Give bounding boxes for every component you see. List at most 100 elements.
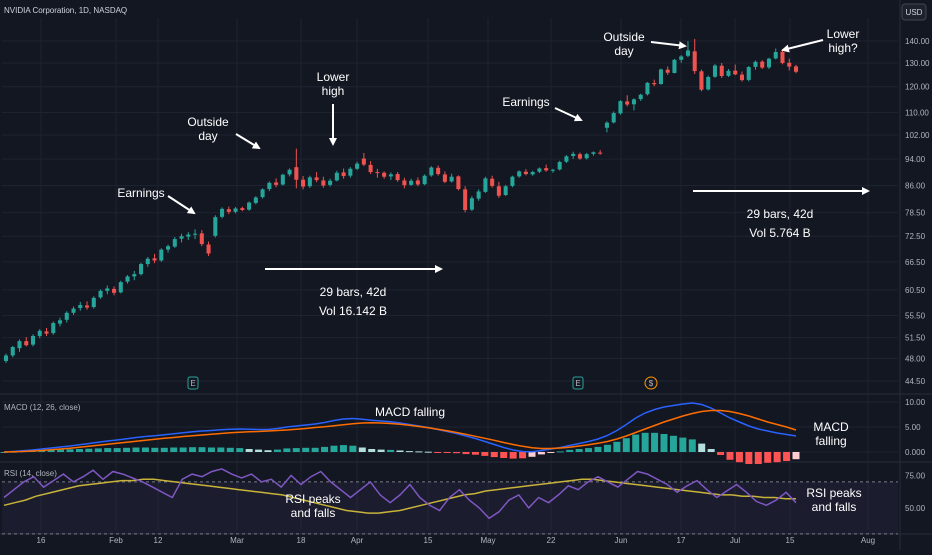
macd-histogram-bar <box>651 432 659 452</box>
candle-body <box>591 152 596 154</box>
rsi-tick-label: 75.00 <box>905 471 926 480</box>
price-pane[interactable] <box>3 38 799 363</box>
candle-body <box>604 122 609 128</box>
earnings-marker <box>187 376 199 390</box>
rsi-annotation: RSI peaks <box>285 492 340 506</box>
candle-body <box>598 152 603 154</box>
candle-body <box>91 297 96 308</box>
candle-body <box>112 288 117 293</box>
annotation-arrow <box>781 39 824 53</box>
macd-pane[interactable] <box>0 402 800 464</box>
candle-body <box>469 198 474 210</box>
macd-tick-label: 0.000 <box>905 448 926 457</box>
macd-histogram-bar <box>0 452 8 453</box>
rsi-pane[interactable] <box>2 468 898 535</box>
candle-body <box>739 74 745 81</box>
price-tick-label: 55.50 <box>905 311 926 320</box>
candle-body <box>658 69 663 85</box>
macd-histogram-bar <box>434 452 442 453</box>
annotation-label: Earnings <box>117 186 164 200</box>
macd-histogram-bar <box>339 445 347 452</box>
candle-body <box>699 71 704 90</box>
rsi-ma-line <box>3 478 796 514</box>
macd-histogram-bar <box>141 447 149 452</box>
candle-body <box>85 305 90 308</box>
earnings-marker-label: E <box>190 379 195 388</box>
candle-body <box>341 172 346 177</box>
candle-body <box>584 154 589 159</box>
candle-body <box>645 82 650 95</box>
currency-button[interactable]: USD <box>901 3 927 21</box>
annotation-label: high? <box>828 41 858 55</box>
candle-body <box>193 233 198 235</box>
macd-histogram-bar <box>189 447 197 452</box>
macd-histogram-bar <box>387 449 395 452</box>
candle-body <box>199 233 204 245</box>
macd-histogram-bar <box>490 452 498 458</box>
candle-body <box>132 274 137 277</box>
time-tick-label: 22 <box>547 536 556 545</box>
macd-histogram-bar <box>613 441 621 452</box>
macd-histogram-bar <box>349 445 357 452</box>
candle-body <box>537 168 542 172</box>
macd-histogram-bar <box>726 452 734 460</box>
candle-body <box>449 176 454 182</box>
candle-body <box>766 58 772 68</box>
candle-body <box>220 208 225 217</box>
time-tick-label: Jun <box>615 536 628 545</box>
macd-histogram-bar <box>462 452 470 455</box>
annotation-label: high <box>322 84 345 98</box>
candle-body <box>564 156 569 162</box>
price-tick-label: 66.50 <box>905 258 926 267</box>
candle-body <box>78 304 83 309</box>
price-tick-label: 44.50 <box>905 377 926 386</box>
rsi-annotation: and falls <box>812 500 857 514</box>
candle-body <box>483 178 488 192</box>
macd-histogram-bar <box>575 449 583 452</box>
measure-vol-label: Vol 16.142 B <box>319 304 387 318</box>
candle-body <box>139 264 144 275</box>
candle-body <box>24 341 29 346</box>
rsi-band <box>2 481 898 534</box>
candle-body <box>429 167 434 176</box>
macd-histogram-bar <box>679 437 687 452</box>
candle-body <box>213 217 218 236</box>
time-tick-label: Mar <box>230 536 244 545</box>
candle-body <box>172 239 177 247</box>
macd-histogram-bar <box>792 452 800 460</box>
price-tick-label: 78.50 <box>905 209 926 218</box>
price-tick-label: 102.00 <box>905 131 930 140</box>
annotation-label: Outside <box>603 30 645 44</box>
annotation-label: Lower <box>317 70 350 84</box>
candle-body <box>780 51 785 63</box>
time-tick-label: 16 <box>37 536 46 545</box>
candle-body <box>98 290 103 298</box>
macd-tick-label: 5.00 <box>905 423 921 432</box>
macd-histogram-bar <box>669 435 677 452</box>
annotation-layer: EarningsOutsidedayLowerhighEarningsOutsi… <box>117 27 870 520</box>
candle-body <box>274 182 279 185</box>
candle-body <box>544 168 549 171</box>
macd-tick-label: 10.00 <box>905 398 926 407</box>
macd-histogram-bar <box>123 447 131 452</box>
rsi-annotation: and falls <box>291 506 336 520</box>
macd-annotation: falling <box>815 434 846 448</box>
candle-body <box>517 171 522 177</box>
macd-histogram-bar <box>585 448 593 452</box>
signal-line <box>3 409 797 453</box>
macd-histogram-bar <box>424 451 432 453</box>
currency-label: USD <box>906 8 923 17</box>
price-tick-label: 72.50 <box>905 232 926 241</box>
macd-histogram-bar <box>377 449 385 452</box>
candle-body <box>679 56 684 60</box>
time-tick-label: 18 <box>297 536 306 545</box>
candle-body <box>382 172 387 177</box>
price-tick-label: 94.00 <box>905 155 926 164</box>
macd-histogram-bar <box>85 448 93 452</box>
time-tick-label: 12 <box>154 536 163 545</box>
candle-body <box>523 171 528 175</box>
candle-body <box>226 209 231 212</box>
macd-histogram-bar <box>160 447 168 452</box>
macd-histogram-bar <box>603 444 611 452</box>
